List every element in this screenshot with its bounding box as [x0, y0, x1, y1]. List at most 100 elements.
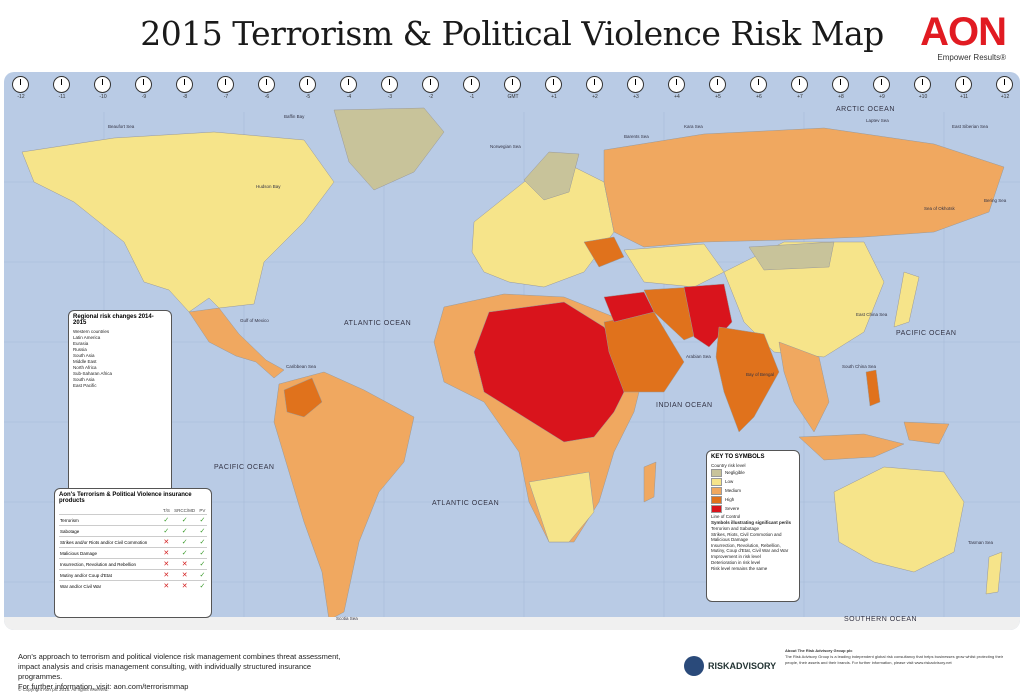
sea-label: Arabian Sea [686, 354, 711, 359]
land-scandinavia [523, 151, 580, 201]
timezone-label: +5 [715, 94, 721, 100]
swatch-severe [711, 505, 722, 513]
regional-changes-legend: Regional risk changes 2014-2015 Western … [68, 310, 172, 502]
timezone-label: +6 [756, 94, 762, 100]
land-se-asia [778, 341, 830, 433]
swatch-high [711, 496, 722, 504]
peril-row: Terrorism and Sabotage [711, 526, 760, 531]
timezone-label: -9 [141, 94, 147, 100]
clock-icon: +11 [955, 76, 972, 100]
check-icon: ✓ [161, 525, 172, 537]
swatch-low [711, 478, 722, 486]
timezone-label: -6 [264, 94, 270, 100]
footer-description: Aon's approach to terrorism and politica… [18, 652, 341, 681]
brand-logo: AON Empower Results® [896, 10, 1007, 62]
line-of-control-label: Line of Control [711, 514, 741, 519]
clock-icon: -12 [12, 76, 29, 100]
clock-icon: +12 [996, 76, 1013, 100]
land-indonesia [798, 433, 905, 461]
perils-title: Symbols illustrating significant perils [711, 520, 792, 525]
land-madagascar [643, 461, 657, 503]
table-row: Terrorism ✓ ✓ ✓ [59, 514, 207, 526]
timezone-label: -10 [99, 94, 107, 100]
check-icon: ✓ [197, 558, 207, 570]
cross-icon: ✕ [161, 558, 172, 570]
footer-text: Aon's approach to terrorism and politica… [18, 652, 348, 692]
timezone-label: +11 [959, 94, 969, 100]
map-drawing [4, 107, 1020, 630]
table-row: Insurrection, Revolution and Rebellion ✕… [59, 558, 207, 570]
clock-icon: +5 [709, 76, 726, 100]
clock-icon: -8 [176, 76, 193, 100]
check-icon: ✓ [171, 525, 198, 537]
land-png [903, 421, 950, 445]
region-row: Middle East [73, 359, 97, 364]
land-mexico [188, 307, 285, 379]
clock-icon: -11 [53, 76, 70, 100]
timezone-label: +4 [674, 94, 680, 100]
clock-icon: -1 [463, 76, 480, 100]
region-row: South Asia [73, 353, 95, 358]
insurance-products-table: Aon's Terrorism & Political Violence ins… [54, 488, 212, 618]
row-label: Insurrection, Revolution and Rebellion [59, 558, 162, 570]
partner-name: RISKADVISORY [708, 661, 777, 671]
sea-label: Baffin Bay [284, 114, 305, 119]
products-table: T/S SRCC/MD PV Terrorism ✓ ✓ ✓ Sabotage … [59, 507, 207, 591]
timezone-label: -1 [469, 94, 475, 100]
land-russia [603, 127, 1005, 248]
timezone-label: -7 [223, 94, 229, 100]
clock-icon: +6 [750, 76, 767, 100]
level-label: Severe [725, 506, 740, 512]
clock-icon: +8 [832, 76, 849, 100]
table-row: Strikes and/or Riots and/or Civil Commot… [59, 536, 207, 548]
key-level: High [711, 496, 795, 504]
sea-label: Beaufort Sea [108, 124, 135, 129]
land-new-zealand [985, 551, 1003, 595]
region-row: North Africa [73, 365, 97, 370]
clock-icon: -4 [340, 76, 357, 100]
clock-icon: -2 [422, 76, 439, 100]
clock-icon: +2 [586, 76, 603, 100]
row-label: Sabotage [59, 525, 162, 537]
footer-link[interactable]: For further information, visit: aon.com/… [18, 682, 189, 691]
land-japan [893, 271, 920, 328]
sea-label: Laptev Sea [866, 118, 889, 123]
swatch-medium [711, 487, 722, 495]
peril-row: Improvement in risk level [711, 554, 761, 559]
page-title: 2015 Terrorism & Political Violence Risk… [140, 14, 884, 53]
clock-icon: +1 [545, 76, 562, 100]
check-icon: ✓ [197, 514, 207, 526]
ocean-label: SOUTHERN OCEAN [844, 616, 918, 623]
timezone-label: +7 [797, 94, 803, 100]
timezone-label: +3 [633, 94, 639, 100]
check-icon: ✓ [197, 536, 207, 548]
land-ukraine [583, 236, 625, 268]
timezone-label: -12 [17, 94, 25, 100]
timezone-label: -8 [182, 94, 188, 100]
region-row: Russia [73, 347, 87, 352]
column-header: SRCC/MD [174, 508, 196, 513]
brand-tagline: Empower Results® [937, 53, 1006, 62]
cross-icon: ✕ [171, 569, 198, 581]
table-row: War and/or Civil War ✕ ✕ ✓ [59, 580, 207, 591]
timezone-label: -4 [346, 94, 352, 100]
land-greenland [333, 107, 445, 191]
clock-icon: +4 [668, 76, 685, 100]
land-colombia [283, 377, 323, 418]
land-southern-africa [528, 471, 595, 543]
legend-title: Regional risk changes 2014-2015 [73, 314, 154, 326]
timezone-label: +8 [838, 94, 844, 100]
clock-icon: -5 [299, 76, 316, 100]
globe-icon [684, 656, 704, 676]
ocean-label: PACIFIC OCEAN [896, 330, 957, 337]
row-label: Malicious Damage [59, 547, 162, 559]
sea-label: Sea of Okhotsk [924, 206, 955, 211]
check-icon: ✓ [171, 536, 198, 548]
cross-icon: ✕ [161, 569, 172, 581]
aon-logo: AON [920, 10, 1007, 54]
row-label: Strikes and/or Riots and/or Civil Commot… [59, 536, 162, 548]
about-text: The Risk Advisory Group is a leading ind… [785, 654, 1004, 665]
table-row: Malicious Damage ✕ ✓ ✓ [59, 547, 207, 559]
ocean-label: ARCTIC OCEAN [836, 106, 895, 113]
sea-label: Hudson Bay [256, 184, 281, 189]
